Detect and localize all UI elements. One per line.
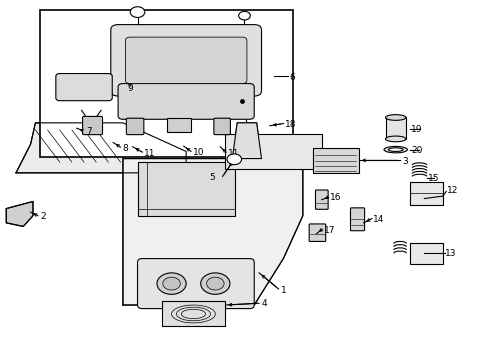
Circle shape [157,273,186,294]
Text: 15: 15 [427,175,438,184]
Text: 1: 1 [281,286,286,295]
Text: 19: 19 [410,125,422,134]
Bar [40,10,292,157]
FancyBboxPatch shape [111,24,261,96]
Circle shape [130,7,144,18]
Text: 20: 20 [410,146,422,155]
Text: 9: 9 [127,84,133,93]
Ellipse shape [383,147,407,153]
Polygon shape [16,123,186,173]
Text: 5: 5 [209,173,215,182]
FancyBboxPatch shape [315,190,327,209]
FancyBboxPatch shape [308,224,325,242]
Text: 6: 6 [289,73,295,82]
Bar [409,182,442,205]
Polygon shape [162,301,224,327]
Text: 11: 11 [227,149,239,158]
Text: 3: 3 [401,157,407,166]
Bar [137,162,234,216]
Circle shape [226,154,241,165]
FancyBboxPatch shape [125,37,246,84]
Text: 14: 14 [372,215,384,224]
Text: 10: 10 [192,148,203,157]
FancyBboxPatch shape [118,84,254,119]
Bar [312,148,358,173]
Circle shape [201,273,229,294]
Ellipse shape [385,136,405,142]
Text: 16: 16 [329,193,341,202]
Polygon shape [122,158,302,305]
Polygon shape [232,123,261,158]
FancyBboxPatch shape [126,118,143,135]
FancyBboxPatch shape [56,73,112,101]
Text: 4: 4 [261,300,266,309]
Text: 12: 12 [447,186,458,195]
Text: 7: 7 [86,127,92,136]
Bar [224,134,322,169]
Text: 8: 8 [122,144,127,153]
Circle shape [206,277,224,290]
Text: 18: 18 [285,120,296,129]
FancyBboxPatch shape [82,116,102,135]
Text: 2: 2 [40,212,46,221]
Ellipse shape [385,114,405,120]
Circle shape [238,12,250,20]
FancyBboxPatch shape [213,118,230,135]
Circle shape [163,277,180,290]
Bar [385,117,405,139]
Bar [166,118,191,132]
Bar [409,243,442,264]
Ellipse shape [387,148,402,152]
FancyBboxPatch shape [137,258,254,309]
Text: 13: 13 [445,249,456,258]
Text: 11: 11 [143,149,155,158]
Text: 17: 17 [323,225,335,234]
FancyBboxPatch shape [350,208,364,231]
Polygon shape [6,202,33,226]
